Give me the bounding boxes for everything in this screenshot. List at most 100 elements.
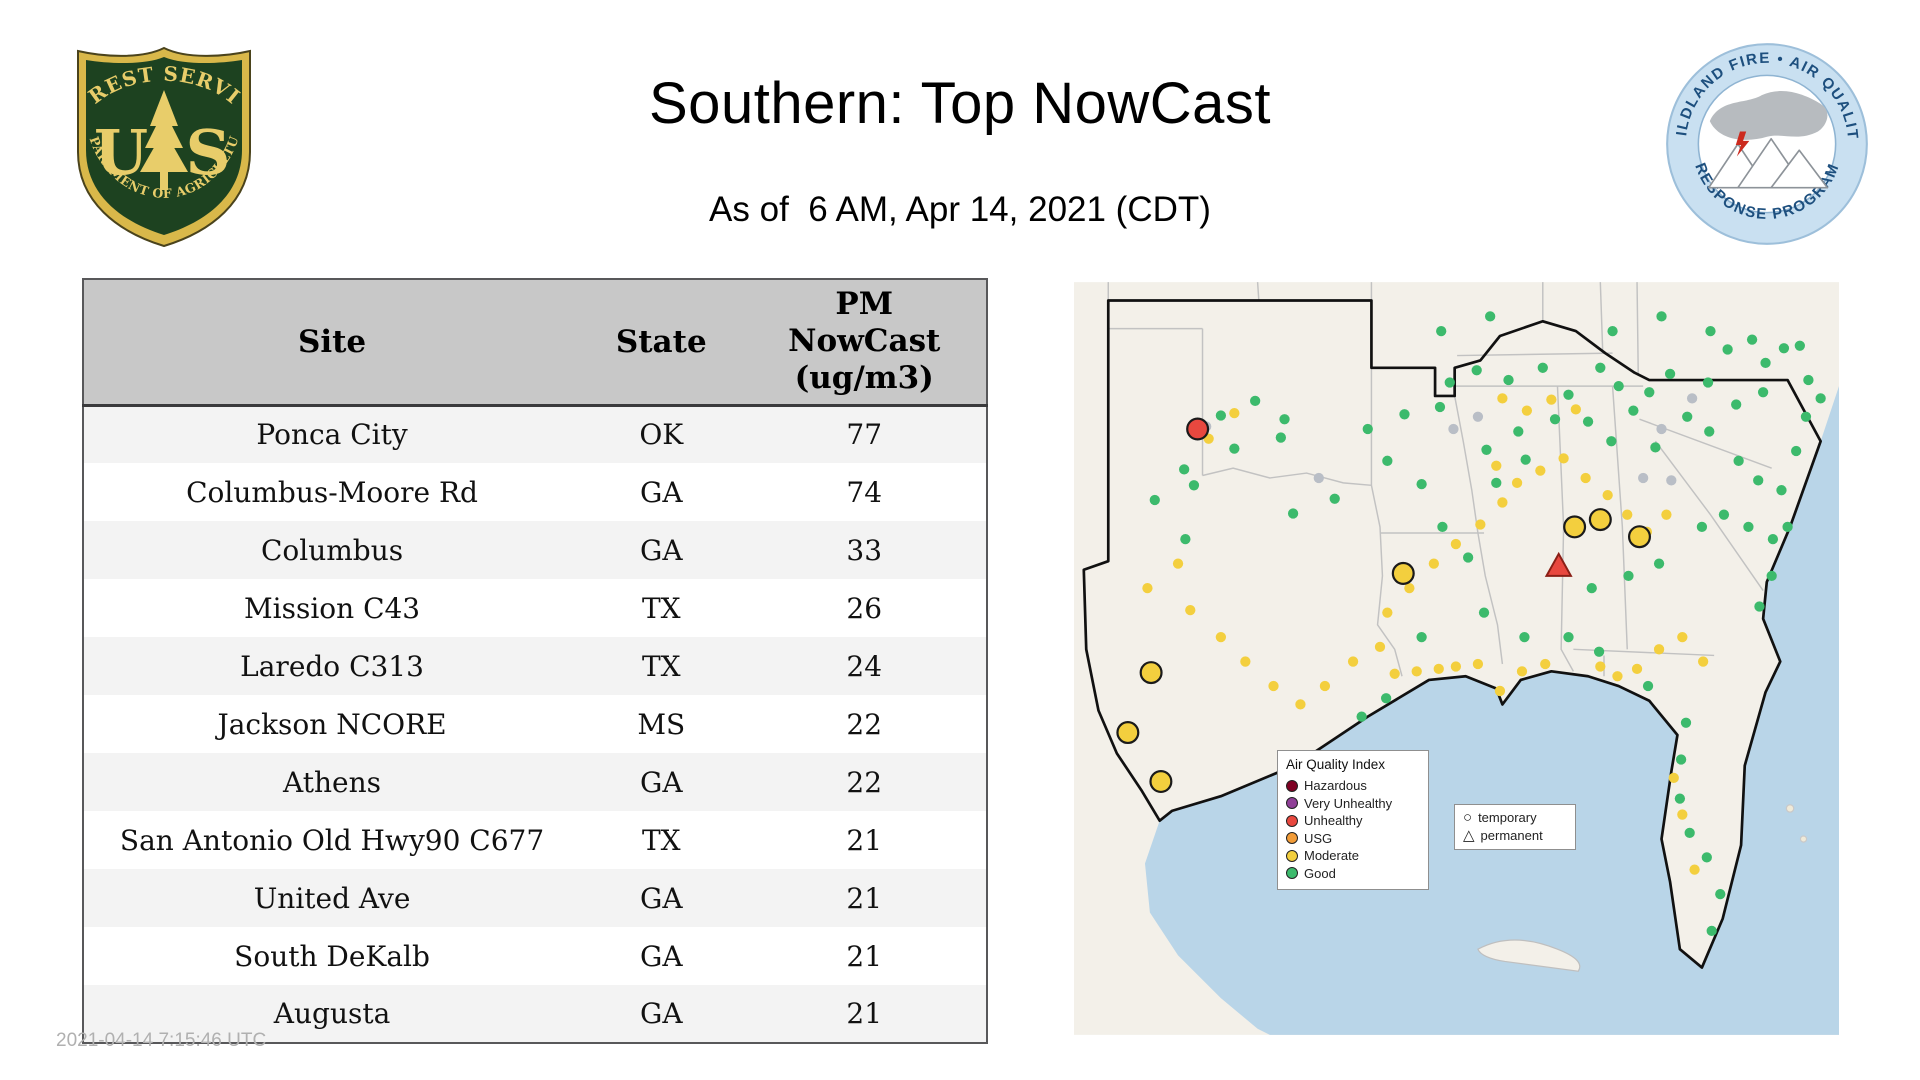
table-row: South DeKalb GA 21 [83,927,987,985]
monitor-highlight-moderate [1588,508,1612,532]
monitor-dot-good [1513,426,1524,437]
monitor-dot-good [1188,480,1200,491]
monitor-highlight-unhealthy [1186,417,1210,441]
monitor-dot-good [1628,405,1639,416]
shape-legend-items: ○ temporary △ permanent [1463,809,1567,845]
monitor-dot-moderate [1497,497,1508,508]
moderate-dot-icon [1286,849,1298,862]
island-dot [1785,804,1795,813]
timestamp-watermark: 2021-04-14 7:15:46 UTC [56,1030,267,1051]
monitor-dot-good [1704,426,1715,437]
table-row: Columbus GA 33 [83,521,987,579]
monitor-dot-good [1250,395,1261,406]
monitor-dot-good [1767,534,1779,545]
monitor-dot-good [1462,552,1474,563]
site-cell: Jackson NCORE [217,707,447,741]
aqi-legend-label: Unhealthy [1304,813,1363,828]
monitor-dot-moderate [1229,407,1240,419]
monitor-dot-moderate [1497,393,1508,404]
state-cell: GA [639,881,683,915]
state-column-header: State [580,279,743,407]
monitor-dot-good [1791,445,1802,457]
pm-nowcast-cell: 21 [846,823,883,857]
state-cell: GA [639,765,683,799]
nowcast-table-panel: Site State PM NowCast (ug/m3) Ponca City… [82,278,988,1044]
good-dot-icon [1286,867,1298,880]
pm-nowcast-column-header: PM NowCast (ug/m3) [742,279,987,407]
monitor-dot-good [1706,925,1717,936]
shape-legend-label: permanent [1480,828,1543,843]
fire-flame-icon [1735,131,1750,157]
pm-nowcast-cell: 21 [846,881,883,915]
monitor-dot-good [1416,631,1427,643]
monitor-dot-moderate [1653,644,1665,655]
state-cell: TX [641,591,681,625]
state-cell: GA [639,475,683,509]
monitor-dot-moderate [1631,663,1643,675]
monitor-dot-moderate [1433,663,1444,675]
monitor-dot-good [1444,377,1455,388]
monitor-dot-good [1642,680,1654,692]
aqi-legend-item: USG [1286,830,1420,848]
monitor-dot-moderate [1570,404,1581,415]
monitor-dot-good [1179,464,1190,475]
monitor-dot-moderate [1540,658,1551,670]
site-cell: Ponca City [256,418,408,452]
monitor-dot-good [1537,362,1548,373]
southern-region-outline [1082,299,1822,969]
pm-nowcast-cell: 22 [846,707,883,741]
state-cell: TX [641,823,681,857]
site-cell: Mission C43 [243,591,421,625]
monitor-dot-good [1653,558,1665,569]
monitor-dot-good [1674,793,1686,804]
pm-nowcast-cell: 26 [846,591,883,625]
shape-legend-label: temporary [1478,810,1537,825]
monitor-dot-moderate [1215,631,1227,643]
monitor-dot-good [1593,646,1605,657]
monitor-dot-good [1380,693,1392,704]
monitor-dot-good [1733,455,1744,466]
monitor-dot-moderate [1389,668,1400,679]
monitor-dot-good [1766,570,1777,582]
monitor-dot-moderate [1595,661,1606,672]
monitor-dot-good [1743,521,1754,533]
site-cell: San Antonio Old Hwy90 C677 [119,823,545,857]
monitor-dot-good [1436,325,1447,337]
monitor-dot-good [1696,521,1708,533]
aqi-legend-item: Unhealthy [1286,812,1420,830]
temporary-circle-icon: ○ [1463,809,1473,826]
pm-header-line-3: (ug/m3) [794,360,934,397]
monitor-dot-good [1760,357,1771,369]
pm-nowcast-cell: 24 [846,649,883,683]
mountains-icon [1707,137,1829,189]
state-cell: GA [639,939,683,973]
monitor-permanent-triangle [1544,551,1573,577]
monitor-dot-good [1362,423,1373,435]
monitor-dot-good [1613,381,1624,392]
pm-nowcast-cell: 22 [846,765,883,799]
monitor-dot-good [1803,374,1814,386]
aqi-legend-label: Hazardous [1304,778,1367,793]
pm-nowcast-cell: 33 [846,533,883,567]
aqi-legend-item: Moderate [1286,847,1420,865]
monitor-dot-moderate [1475,519,1486,530]
monitor-dot-good [1520,454,1531,465]
monitor-dot-no-data [1686,393,1698,404]
monitor-dot-good [1623,570,1634,582]
monitor-dot-moderate [1612,671,1623,682]
monitor-dot-good [1705,325,1716,337]
pine-tree-icon [140,90,188,190]
monitor-dot-good [1757,387,1769,398]
monitor-dot-moderate [1240,656,1251,667]
table-row: San Antonio Old Hwy90 C677 TX 21 [83,811,987,869]
monitor-dot-good [1701,852,1712,863]
monitor-dot-good [1800,411,1812,422]
monitor-dot-no-data [1656,423,1667,435]
monitor-dot-moderate [1185,605,1196,616]
aqi-legend-item: Very Unhealthy [1286,795,1420,813]
monitor-dot-good [1586,582,1597,594]
table-row: Augusta GA 21 [83,985,987,1043]
monitor-dot-good [1215,410,1227,421]
monitor-dot-moderate [1494,685,1506,697]
monitor-dot-good [1675,754,1687,765]
